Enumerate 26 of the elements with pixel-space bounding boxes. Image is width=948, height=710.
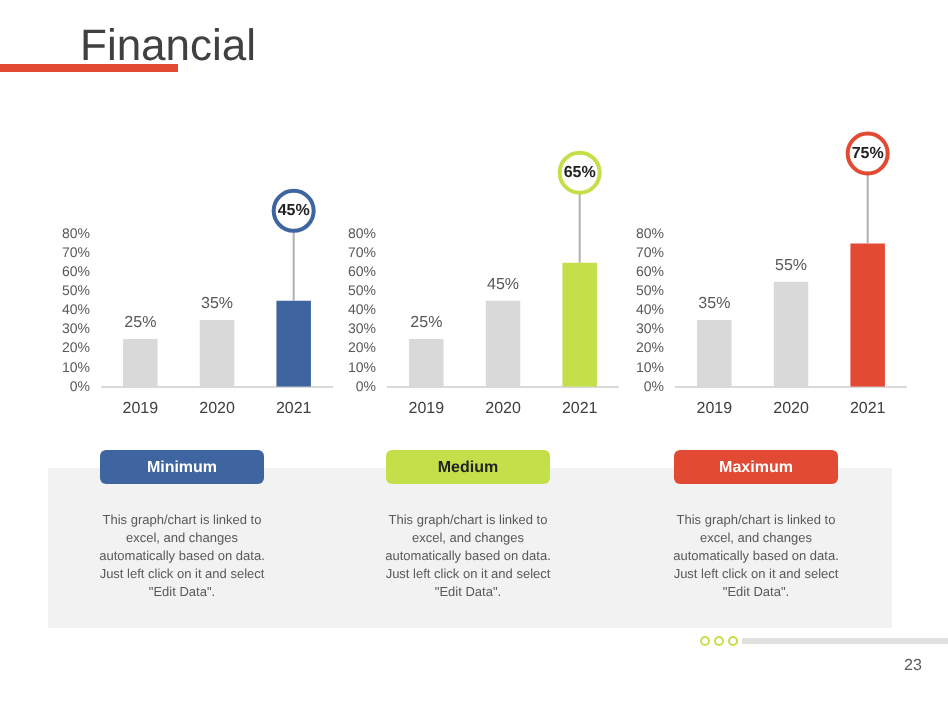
- data-label: 35%: [698, 294, 731, 313]
- x-tick-label: 2019: [408, 398, 446, 417]
- data-label: 45%: [277, 201, 310, 220]
- data-label: 45%: [486, 275, 520, 294]
- x-tick-label: 2021: [849, 398, 887, 417]
- text: 23: [904, 656, 922, 674]
- bar: [562, 262, 597, 387]
- text: Maximum: [674, 450, 838, 484]
- x-tick-label: 2020: [485, 398, 522, 417]
- text: Medium: [386, 450, 550, 484]
- data-label: 55%: [774, 256, 808, 275]
- x-tick-label: 2020: [199, 398, 236, 417]
- bar: [850, 243, 885, 387]
- x-tick-label: 2021: [561, 398, 599, 417]
- data-label: 25%: [124, 313, 157, 332]
- x-tick-label: 2019: [122, 398, 160, 417]
- text: Minimum: [100, 450, 264, 484]
- data-label: 35%: [200, 294, 234, 313]
- chart-title: Financial: [80, 20, 257, 72]
- data-label: 75%: [851, 143, 884, 162]
- x-tick-label: 2021: [275, 398, 313, 417]
- bar: [276, 300, 311, 387]
- x-tick-label: 2020: [773, 398, 810, 417]
- data-label: 25%: [410, 313, 443, 332]
- data-label: 65%: [563, 163, 596, 182]
- x-tick-label: 2019: [696, 398, 734, 417]
